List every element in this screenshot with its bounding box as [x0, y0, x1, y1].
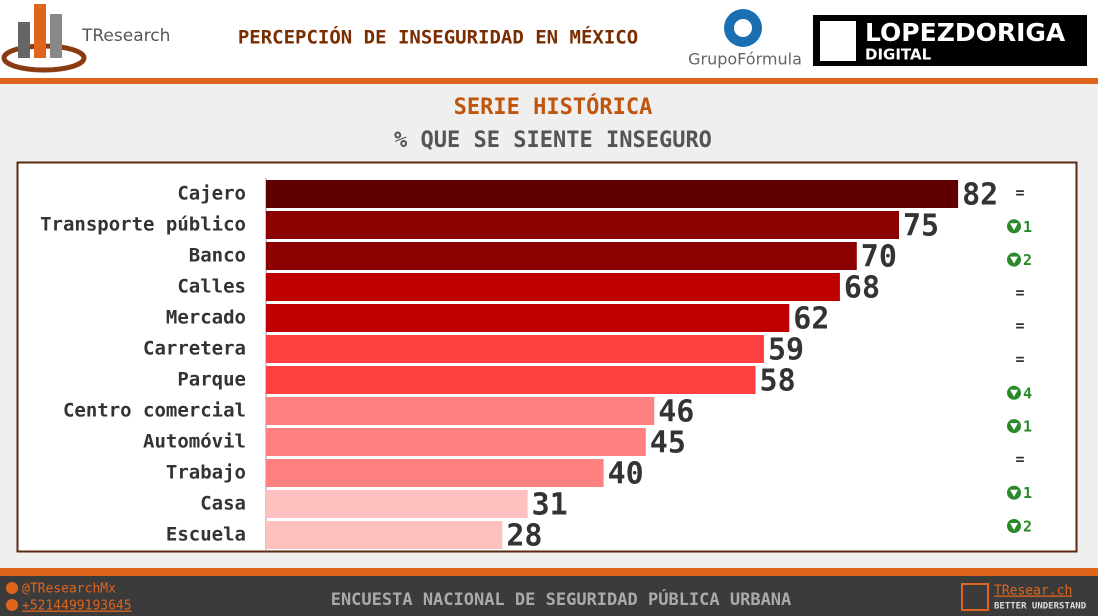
category-label: Casa [200, 493, 246, 515]
category-label: Cajero [177, 183, 246, 205]
bar [266, 180, 959, 208]
twitter-icon [6, 582, 18, 594]
change: = [1015, 184, 1024, 202]
change: 1 [1023, 218, 1032, 236]
value-label: 58 [760, 364, 796, 399]
change: 2 [1023, 518, 1032, 536]
bar [266, 366, 756, 394]
bar [266, 304, 790, 332]
value-label: 40 [608, 457, 644, 492]
bar [266, 521, 503, 549]
category-label: Parque [177, 369, 246, 391]
logo [1, 4, 87, 73]
phone[interactable]: +5214499193645 [22, 599, 132, 614]
partner-logo [734, 19, 752, 37]
partner2-bg [813, 15, 1087, 66]
down-arrow [1010, 489, 1018, 497]
bar [266, 273, 840, 301]
phone-icon [6, 599, 18, 611]
category-label: Automóvil [143, 431, 246, 453]
footer-bg [0, 576, 1098, 616]
value-label: 45 [650, 426, 686, 461]
change: = [1015, 283, 1024, 301]
chart-title: SERIE HISTÓRICA [454, 94, 653, 120]
tagline: BETTER UNDERSTAND [994, 602, 1087, 612]
category-label: Mercado [166, 307, 246, 329]
category-label: Escuela [166, 524, 246, 546]
value-label: 59 [768, 333, 804, 368]
value-label: 75 [903, 209, 939, 244]
category-label: Carretera [143, 338, 246, 360]
down-arrow [1010, 523, 1018, 530]
bar [266, 211, 899, 239]
category-label: Transporte público [40, 214, 246, 236]
down-arrow [1010, 223, 1018, 231]
footer-rule [0, 568, 1098, 576]
plot: Cajero 82 Transporte público 75 Banco 70 Calle… [40, 178, 1032, 554]
site[interactable]: TResear.ch [994, 584, 1072, 599]
value-label: 28 [506, 519, 542, 554]
bar [266, 335, 764, 363]
bar [266, 428, 646, 456]
category-label: Banco [189, 245, 246, 267]
change: 2 [1023, 251, 1032, 269]
change: 4 [1023, 384, 1032, 402]
change: = [1015, 350, 1024, 368]
twitter[interactable]: @TResearchMx [22, 582, 116, 597]
partner2: DIGITAL [865, 46, 932, 64]
change: 1 [1023, 418, 1032, 436]
category-label: Calles [177, 276, 246, 298]
partner2-icon [820, 21, 856, 61]
category-label: Centro comercial [63, 400, 246, 422]
change: = [1015, 317, 1024, 335]
site-icon [961, 583, 989, 611]
value-label: 31 [532, 488, 568, 523]
brand: TResearch [81, 26, 170, 46]
survey: ENCUESTA NACIONAL DE SEGURIDAD PÚBLICA U… [331, 588, 792, 610]
bar [266, 459, 604, 487]
value-label: 82 [962, 178, 998, 213]
partner1: GrupoFórmula [688, 50, 802, 69]
chart-subtitle: % QUE SE SIENTE INSEGURO [394, 128, 712, 153]
value-label: 62 [793, 302, 829, 337]
header-title: PERCEPCIÓN DE INSEGURIDAD EN MÉXICO [238, 25, 638, 49]
value-label: 70 [861, 240, 897, 275]
bar [266, 490, 528, 518]
bar [266, 397, 655, 425]
down-arrow [1010, 256, 1018, 264]
change: = [1015, 450, 1024, 468]
header-rule [0, 78, 1098, 84]
bar [266, 242, 857, 270]
down-arrow [1010, 423, 1018, 431]
category-label: Trabajo [166, 462, 246, 484]
partner2: LOPEZDORIGA [865, 18, 1066, 47]
value-label: 46 [658, 395, 694, 430]
down-arrow [1010, 389, 1018, 397]
value-label: 68 [844, 271, 880, 306]
change: 1 [1023, 484, 1032, 502]
